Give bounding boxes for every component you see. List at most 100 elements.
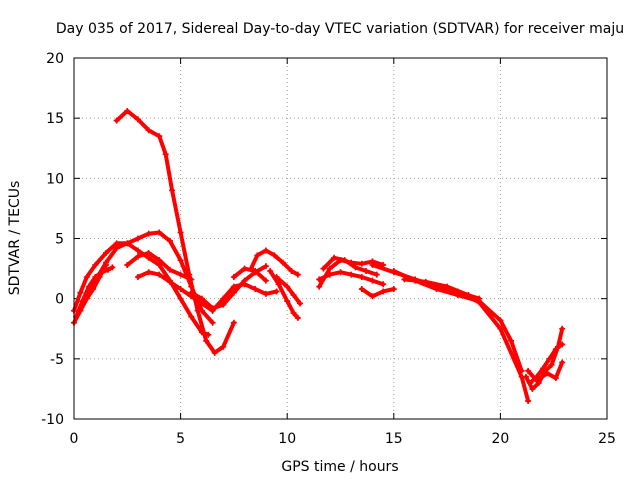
- series-band: [359, 287, 396, 299]
- data-point: [113, 245, 120, 252]
- series-arc-6: [134, 269, 216, 314]
- data-point: [134, 235, 141, 242]
- data-point: [220, 295, 227, 302]
- data-point: [156, 133, 163, 140]
- data-point: [169, 187, 176, 194]
- data-point: [262, 247, 269, 254]
- series-arc-16: [316, 269, 387, 288]
- data-point: [134, 116, 141, 123]
- data-point: [134, 253, 141, 260]
- data-point: [81, 295, 88, 302]
- data-point: [252, 267, 259, 274]
- data-point: [156, 257, 163, 264]
- data-point: [254, 252, 261, 259]
- data-point: [177, 257, 184, 264]
- data-point: [145, 127, 152, 134]
- data-point: [290, 310, 297, 317]
- data-point: [134, 274, 141, 281]
- data-point: [294, 314, 301, 321]
- data-point: [186, 271, 193, 278]
- data-point: [177, 295, 184, 302]
- data-point: [166, 266, 173, 273]
- data-point: [273, 288, 280, 295]
- data-point: [209, 319, 216, 326]
- data-point: [465, 292, 472, 299]
- data-point: [209, 307, 216, 314]
- grid: [74, 58, 607, 419]
- data-point: [290, 292, 297, 299]
- y-ticks: -10 -5 0 5 10 15 20: [41, 51, 607, 428]
- data-point: [252, 286, 259, 293]
- y-tick-label: 15: [46, 111, 64, 127]
- data-point: [134, 247, 141, 254]
- data-point: [352, 264, 359, 271]
- data-point: [230, 283, 237, 290]
- series-band: [82, 230, 215, 325]
- data-point: [288, 267, 295, 274]
- data-point: [337, 269, 344, 276]
- data-point: [77, 289, 84, 296]
- data-point: [390, 267, 397, 274]
- data-point: [373, 271, 380, 278]
- data-point: [533, 377, 540, 384]
- data-point: [230, 289, 237, 296]
- data-point: [156, 229, 163, 236]
- series-arc-20: [401, 276, 483, 302]
- data-point: [497, 325, 504, 332]
- data-point: [326, 271, 333, 278]
- data-point: [358, 260, 365, 267]
- data-point: [177, 229, 184, 236]
- data-point: [109, 264, 116, 271]
- data-point: [220, 301, 227, 308]
- data-point: [102, 249, 109, 256]
- data-point: [369, 261, 376, 268]
- data-point: [273, 274, 280, 281]
- data-point: [113, 117, 120, 124]
- data-point: [211, 349, 218, 356]
- series-arc-8: [188, 263, 269, 312]
- y-tick-label: 20: [46, 51, 64, 67]
- x-ticks: 0 5 10 15 20 25: [70, 58, 616, 447]
- data-point: [124, 261, 131, 268]
- data-point: [220, 343, 227, 350]
- data-point: [194, 307, 201, 314]
- x-tick-label: 5: [176, 431, 185, 447]
- data-point: [529, 385, 536, 392]
- x-axis-label: GPS time / hours: [281, 459, 398, 475]
- chart-title: Day 035 of 2017, Sidereal Day-to-day VTE…: [56, 21, 624, 37]
- data-point: [369, 293, 376, 300]
- data-point: [527, 379, 534, 386]
- data-point: [476, 295, 483, 302]
- data-point: [380, 288, 387, 295]
- data-point: [518, 367, 525, 374]
- series-arc-9: [209, 281, 280, 314]
- data-point: [262, 263, 269, 270]
- data-point: [188, 313, 195, 320]
- data-point: [540, 365, 547, 372]
- data-point: [390, 286, 397, 293]
- series-arc-13: [273, 274, 303, 307]
- data-point: [177, 286, 184, 293]
- data-point: [166, 278, 173, 285]
- data-point: [92, 277, 99, 284]
- data-point: [279, 259, 286, 266]
- data-point: [145, 269, 152, 276]
- data-point: [544, 370, 551, 377]
- data-point: [241, 281, 248, 288]
- data-points: [71, 107, 566, 404]
- data-point: [358, 286, 365, 293]
- series-arc-19: [390, 267, 525, 374]
- data-point: [230, 274, 237, 281]
- data-point: [230, 319, 237, 326]
- data-point: [262, 277, 269, 284]
- x-tick-label: 15: [385, 431, 403, 447]
- data-point: [341, 257, 348, 264]
- data-point: [380, 281, 387, 288]
- plot-frame: [73, 57, 608, 420]
- series-arc-7: [113, 107, 237, 356]
- series-band: [274, 275, 302, 306]
- data-point: [522, 373, 529, 380]
- y-tick-label: 5: [55, 232, 64, 248]
- data-point: [552, 346, 559, 353]
- series-arc-15: [320, 254, 380, 278]
